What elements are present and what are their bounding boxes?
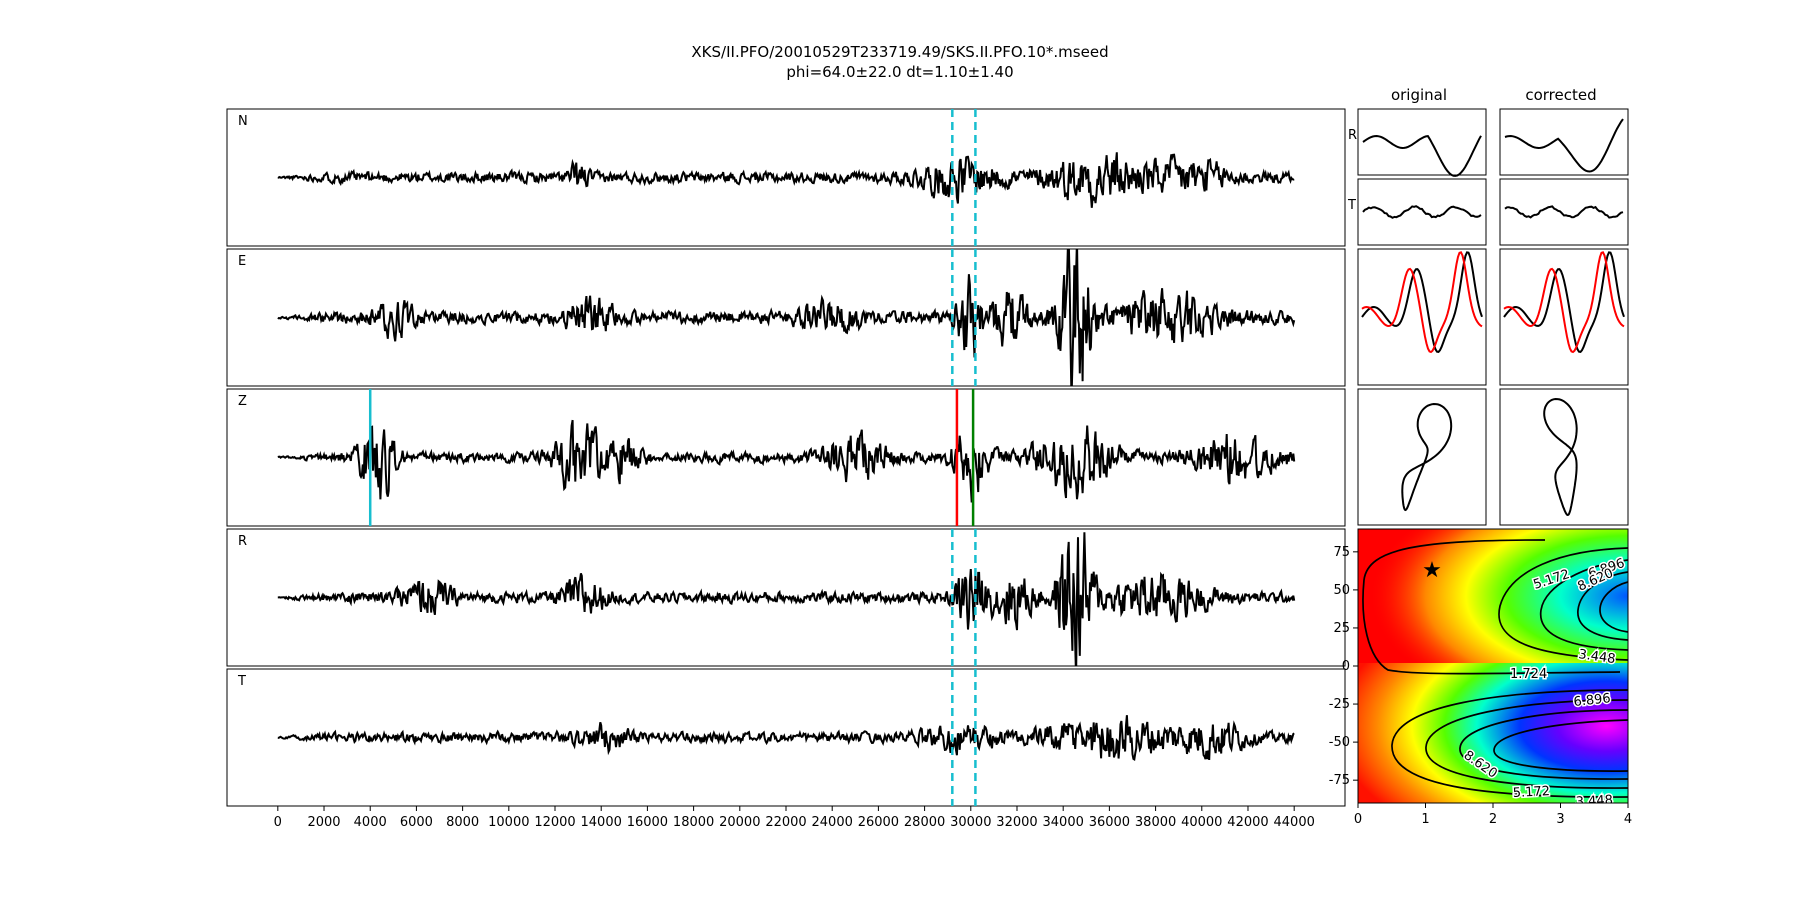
x-tick-label: 44000 [1274, 815, 1315, 830]
x-tick-label: 36000 [1089, 815, 1130, 830]
trace-line [277, 152, 1295, 208]
contour-label-6896-bottom: 6.896 [1573, 691, 1612, 710]
particle-motion-line [1401, 402, 1453, 512]
right-panels: RT [1347, 108, 1629, 526]
overlay-trace-line [1503, 251, 1625, 353]
header-corrected: corrected [1525, 86, 1596, 104]
x-tick-label: 20000 [719, 815, 760, 830]
rt-row-label: R [1348, 128, 1357, 143]
x-tick-label: 0 [274, 815, 282, 830]
x-tick-label: 4000 [354, 815, 387, 830]
rt-trace [1362, 134, 1482, 177]
contour-label-3448-bottom: 3.448 [1575, 793, 1613, 810]
seismogram-panels: N E Z R T [226, 108, 1346, 807]
rt-trace [1504, 118, 1624, 173]
x-tick-label: 28000 [904, 815, 945, 830]
overlay-pred-line [1361, 251, 1483, 354]
figure-title-line2: phi=64.0±22.0 dt=1.10±1.40 [786, 63, 1013, 81]
x-tick-label: 30000 [950, 815, 991, 830]
heatmap-upper-lobe [1358, 529, 1628, 663]
x-tick-label: 18000 [673, 815, 714, 830]
trace-label: Z [238, 394, 247, 409]
x-tick-label: 12000 [534, 815, 575, 830]
x-tick-label: 8000 [446, 815, 479, 830]
hm-x-tick-label: 1 [1421, 812, 1429, 827]
rt-panel-R-1 [1499, 108, 1629, 176]
heatmap-axes: 0 1 2 3 4 -75 -50 -25 0 25 50 75 [1329, 545, 1632, 827]
hm-y-tick-label: -25 [1329, 697, 1350, 712]
hm-y-tick-label: 75 [1333, 545, 1350, 560]
hm-y-tick-label: -75 [1329, 773, 1350, 788]
trace-label: T [237, 674, 246, 689]
hm-y-tick-label: -50 [1329, 735, 1350, 750]
hm-x-tick-label: 3 [1556, 812, 1564, 827]
x-tick-label: 38000 [1135, 815, 1176, 830]
rt-panel-R-0 [1357, 108, 1487, 176]
trace-panel-Z: Z [226, 388, 1346, 527]
contour-label-5172-bottom: 5.172 [1512, 784, 1550, 801]
x-tick-label: 22000 [765, 815, 806, 830]
rt-trace [1362, 205, 1482, 219]
hm-y-tick-label: 50 [1333, 583, 1350, 598]
x-tick-label: 10000 [488, 815, 529, 830]
rt-panel-T-1 [1499, 178, 1629, 246]
overlay-trace-line [1361, 251, 1483, 353]
particle-motion-line [1543, 397, 1578, 517]
best-fit-star-icon: ★ [1422, 558, 1442, 583]
heatmap-lower-lobe [1358, 663, 1628, 803]
hm-x-tick-label: 4 [1624, 812, 1632, 827]
x-tick-label: 34000 [1043, 815, 1084, 830]
x-tick-label: 26000 [858, 815, 899, 830]
x-tick-label: 42000 [1227, 815, 1268, 830]
trace-panel-E: E [226, 248, 1346, 387]
rt-trace [1504, 205, 1624, 219]
error-surface: 5.172 6.896 8.620 3.448 1.724 6.896 8.62… [1357, 528, 1629, 810]
x-tick-label: 40000 [1181, 815, 1222, 830]
x-tick-label: 14000 [581, 815, 622, 830]
x-tick-label: 2000 [307, 815, 340, 830]
trace-line [277, 532, 1296, 666]
hm-y-tick-label: 25 [1333, 621, 1350, 636]
trace-line [277, 419, 1296, 503]
header-original: original [1391, 86, 1447, 104]
contour-label-1724: 1.724 [1510, 667, 1547, 682]
trace-panel-T: T [226, 668, 1346, 807]
trace-label: N [238, 114, 248, 129]
overlay-pred-line [1503, 251, 1625, 354]
trace-panel-N: N [226, 108, 1346, 247]
trace-panel-R: R [226, 528, 1346, 667]
x-axis: 0 2000 4000 6000 8000 10000 12000 14000 16000 180… [274, 806, 1315, 830]
hm-y-tick-label: 0 [1342, 659, 1350, 674]
rt-row-label: T [1347, 198, 1356, 213]
contour-lines [1362, 539, 1628, 798]
x-tick-label: 16000 [627, 815, 668, 830]
x-tick-label: 24000 [812, 815, 853, 830]
rt-panel-T-0 [1357, 178, 1487, 246]
trace-line [277, 715, 1295, 761]
trace-label: R [238, 534, 247, 549]
hm-x-tick-label: 2 [1489, 812, 1497, 827]
x-tick-label: 6000 [400, 815, 433, 830]
x-tick-label: 32000 [996, 815, 1037, 830]
hm-x-tick-label: 0 [1354, 812, 1362, 827]
contour-label-3448-top: 3.448 [1577, 647, 1616, 667]
trace-label: E [238, 254, 246, 269]
particle-motion-panel-1 [1499, 388, 1629, 526]
figure-title-line1: XKS/II.PFO/20010529T233719.49/SKS.II.PFO… [691, 43, 1108, 61]
trace-line [277, 249, 1296, 386]
